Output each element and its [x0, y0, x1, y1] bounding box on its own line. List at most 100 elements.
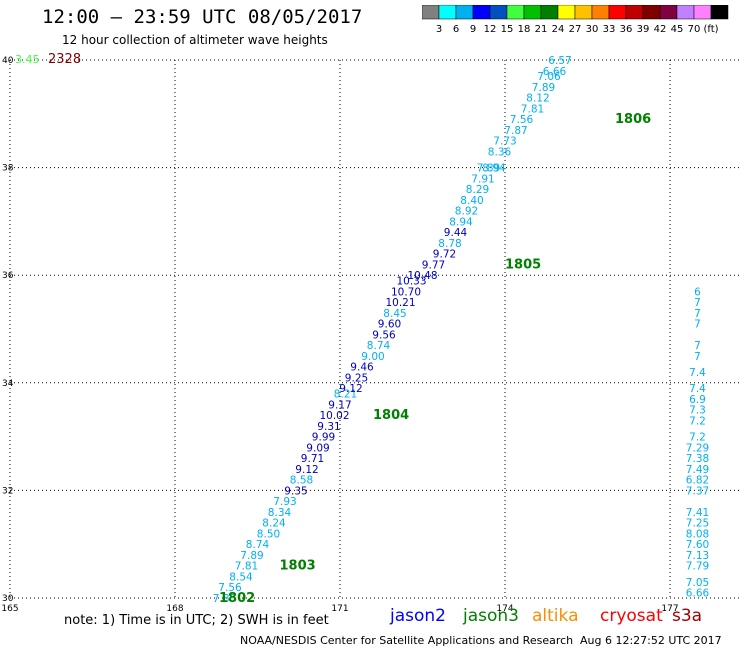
- wave-height-point: 7.56: [218, 582, 242, 594]
- note-text: note: 1) Time is in UTC; 2) SWH is in fe…: [64, 613, 329, 628]
- wave-height-point: 10.21: [385, 297, 415, 309]
- wave-height-point: 7.81: [235, 561, 258, 573]
- wave-height-point: 7.38: [686, 453, 709, 465]
- y-tick-label: 30: [2, 594, 14, 604]
- wave-height-point: 8.94: [449, 216, 473, 228]
- wave-height-point: 10.70: [391, 286, 421, 298]
- wave-height-point: 8.74: [246, 539, 270, 551]
- wave-height-point: 7.4: [689, 367, 706, 379]
- wave-height-point: 6.9: [689, 394, 706, 406]
- page-subtitle: 12 hour collection of altimeter wave hei…: [62, 33, 328, 47]
- wave-height-point: 7.49: [686, 464, 709, 476]
- corner-red-value: 2328: [48, 52, 81, 67]
- wave-height-point: 9.72: [433, 249, 456, 261]
- wave-height-point: 9.00: [361, 351, 384, 363]
- time-label: 1806: [615, 112, 651, 127]
- wave-height-point: 7.2: [689, 432, 706, 444]
- wave-height-point: 7.13: [686, 550, 709, 562]
- color-swatch: [455, 5, 474, 20]
- color-swatch: [591, 5, 610, 20]
- wave-height-point: 7.93: [273, 496, 296, 508]
- wave-height-point: 7: [694, 319, 701, 331]
- wave-height-point: 7.25: [686, 518, 709, 530]
- wave-height-point: 8.36: [488, 146, 512, 158]
- wave-height-point: 8.29: [466, 184, 489, 196]
- x-tick-label: 174: [496, 604, 513, 614]
- wave-height-point: 8.94: [482, 163, 506, 175]
- wave-height-point: 9.17: [328, 399, 351, 411]
- wave-height-point: 9.12: [295, 464, 318, 476]
- color-scale-label: 39: [637, 24, 650, 35]
- wave-height-point: 8.40: [460, 195, 483, 207]
- wave-height-point: 9.46: [350, 362, 374, 374]
- color-scale-label: 30: [586, 24, 599, 35]
- color-swatch: [642, 5, 661, 20]
- wave-height-point: 7.89: [240, 550, 263, 562]
- wave-height-point: 9.12: [339, 383, 362, 395]
- wave-height-point: 7.91: [471, 173, 494, 185]
- color-swatch: [557, 5, 576, 20]
- color-scale-label: 27: [569, 24, 582, 35]
- color-scale-label: 70: [688, 24, 701, 35]
- wave-height-point: 7.89: [532, 82, 555, 94]
- x-tick-label: 171: [331, 604, 348, 614]
- color-swatch: [422, 5, 440, 20]
- wave-height-point: 7.89: [477, 163, 500, 175]
- time-label: 1802: [219, 591, 255, 606]
- satellite-cryosat-label: cryosat: [600, 606, 663, 626]
- wave-height-point: 10.33: [396, 276, 426, 288]
- wave-height-point: 8.74: [367, 340, 391, 352]
- time-label: 1804: [373, 408, 409, 423]
- wave-height-point: 7.06: [537, 71, 561, 83]
- satellite-s3a-label: s3a: [672, 606, 703, 626]
- color-swatch: [523, 5, 542, 20]
- satellite-jason2-label: jason2: [390, 606, 446, 626]
- x-tick-label: 165: [1, 604, 18, 614]
- wave-height-point: 9.99: [312, 432, 335, 444]
- x-tick-label: 177: [661, 604, 678, 614]
- y-tick-label: 32: [2, 486, 13, 496]
- color-scale-label: (ft): [703, 24, 718, 35]
- wave-height-point: 8.50: [257, 528, 280, 540]
- wave-height-point: 10.48: [407, 270, 437, 282]
- wave-height-point: 9.77: [422, 259, 445, 271]
- corner-green-value: 3.45: [15, 53, 40, 66]
- color-scale-label: 9: [470, 24, 476, 35]
- wave-height-point: 7: [694, 340, 701, 352]
- y-tick-label: 40: [2, 56, 14, 66]
- page-title: 12:00 – 23:59 UTC 08/05/2017: [42, 6, 363, 28]
- color-scale-label: 6: [453, 24, 459, 35]
- color-swatch: [574, 5, 593, 20]
- color-scale-label: 12: [484, 24, 497, 35]
- wave-height-point: 7.73: [493, 136, 516, 148]
- wave-height-point: 7.60: [686, 539, 709, 551]
- wave-height-point: 9.71: [301, 453, 324, 465]
- wave-height-point: 7.81: [521, 103, 544, 115]
- color-swatch: [472, 5, 491, 20]
- wave-height-color-scale: 3 6 9 12 15 18 21 24 27 30 33 36 39 42 45 70 (ft): [422, 5, 729, 35]
- wave-height-point: 8.21: [334, 389, 357, 401]
- wave-height-point: 8.12: [526, 93, 549, 105]
- wave-height-point: 7.2: [689, 415, 706, 427]
- color-swatch: [710, 5, 729, 20]
- wave-height-point: 7.05: [686, 577, 709, 589]
- wave-height-point: 8.92: [455, 206, 478, 218]
- color-swatch: [659, 5, 678, 20]
- y-tick-label: 36: [2, 271, 14, 281]
- wave-height-point: 9.56: [372, 329, 396, 341]
- y-tick-label: 34: [2, 379, 14, 389]
- color-scale-label: 15: [501, 24, 514, 35]
- wave-height-point: 7.3: [689, 405, 706, 417]
- color-swatch: [540, 5, 559, 20]
- color-scale-label: 42: [654, 24, 667, 35]
- wave-height-point: 9.60: [378, 319, 401, 331]
- footer-credit: NOAA/NESDIS Center for Satellite Applica…: [240, 634, 574, 647]
- color-scale-label: 21: [535, 24, 548, 35]
- wave-height-point: 7: [694, 351, 701, 363]
- footer-timestamp: Aug 6 12:27:52 UTC 2017: [580, 634, 722, 647]
- satellite-altika-label: altika: [532, 606, 579, 626]
- wave-height-point: 8.78: [438, 238, 461, 250]
- wave-height-point: 7.87: [504, 125, 527, 137]
- wave-height-point: 8.45: [383, 308, 406, 320]
